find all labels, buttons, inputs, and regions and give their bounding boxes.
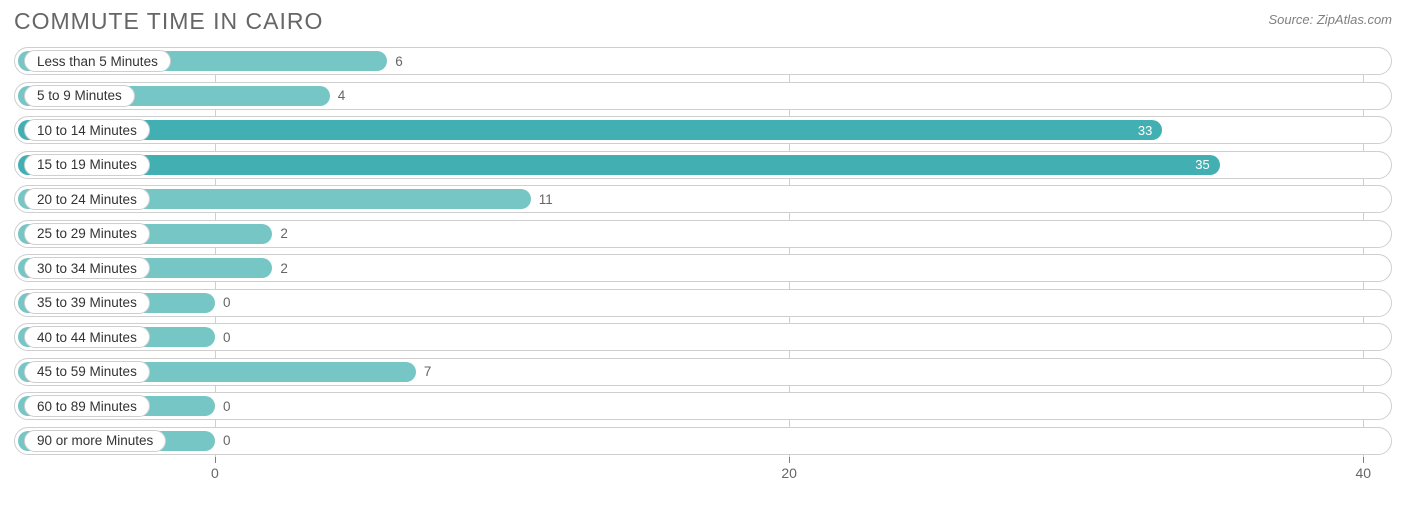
chart-area: Less than 5 Minutes 6 5 to 9 Minutes 4 33 10 … [0, 39, 1406, 487]
chart-plot: Less than 5 Minutes 6 5 to 9 Minutes 4 33 10 … [14, 47, 1392, 455]
bar-fill: 33 [18, 120, 1162, 140]
chart-header: COMMUTE TIME IN CAIRO Source: ZipAtlas.c… [0, 0, 1406, 39]
bar-value-outside: 0 [215, 427, 231, 455]
bar-fill: 35 [18, 155, 1220, 175]
bar-row: 20 to 24 Minutes 11 [14, 185, 1392, 213]
bar-row: 33 10 to 14 Minutes [14, 116, 1392, 144]
category-pill: 20 to 24 Minutes [24, 188, 150, 210]
x-tick-label: 40 [1355, 465, 1371, 481]
bar-value-outside: 2 [272, 254, 288, 282]
bar-value-outside: 0 [215, 392, 231, 420]
bar-row: 35 to 39 Minutes 0 [14, 289, 1392, 317]
bar-row: 60 to 89 Minutes 0 [14, 392, 1392, 420]
category-pill: 30 to 34 Minutes [24, 257, 150, 279]
bar-row: Less than 5 Minutes 6 [14, 47, 1392, 75]
x-axis: 0 20 40 [14, 457, 1392, 487]
chart-title: COMMUTE TIME IN CAIRO [14, 8, 323, 35]
category-pill: 15 to 19 Minutes [24, 154, 150, 176]
x-tick-mark [215, 457, 216, 463]
category-pill: Less than 5 Minutes [24, 50, 171, 72]
bar-value-outside: 0 [215, 323, 231, 351]
x-tick-mark [789, 457, 790, 463]
category-pill: 25 to 29 Minutes [24, 223, 150, 245]
bar-value-outside: 2 [272, 220, 288, 248]
category-pill: 5 to 9 Minutes [24, 85, 135, 107]
bar-row: 40 to 44 Minutes 0 [14, 323, 1392, 351]
category-pill: 40 to 44 Minutes [24, 326, 150, 348]
bar-value-inside: 33 [1138, 123, 1152, 138]
category-pill: 35 to 39 Minutes [24, 292, 150, 314]
x-tick-mark [1363, 457, 1364, 463]
bar-value-outside: 6 [387, 47, 403, 75]
bar-row: 30 to 34 Minutes 2 [14, 254, 1392, 282]
bar-value-outside: 7 [416, 358, 432, 386]
x-tick-label: 20 [781, 465, 797, 481]
category-pill: 45 to 59 Minutes [24, 361, 150, 383]
category-pill: 90 or more Minutes [24, 430, 166, 452]
category-pill: 60 to 89 Minutes [24, 395, 150, 417]
bar-row: 45 to 59 Minutes 7 [14, 358, 1392, 386]
category-pill: 10 to 14 Minutes [24, 119, 150, 141]
bar-value-outside: 0 [215, 289, 231, 317]
bar-value-outside: 4 [330, 82, 346, 110]
bar-row: 25 to 29 Minutes 2 [14, 220, 1392, 248]
x-tick-label: 0 [211, 465, 219, 481]
bar-value-outside: 11 [531, 185, 553, 213]
chart-source: Source: ZipAtlas.com [1268, 8, 1392, 27]
bar-value-inside: 35 [1195, 157, 1209, 172]
bar-row: 35 15 to 19 Minutes [14, 151, 1392, 179]
bar-row: 5 to 9 Minutes 4 [14, 82, 1392, 110]
bar-row: 90 or more Minutes 0 [14, 427, 1392, 455]
